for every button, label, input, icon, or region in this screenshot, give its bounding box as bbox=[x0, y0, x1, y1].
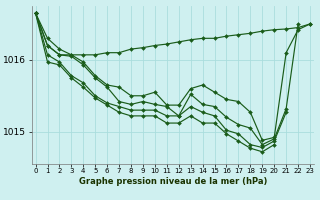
X-axis label: Graphe pression niveau de la mer (hPa): Graphe pression niveau de la mer (hPa) bbox=[79, 177, 267, 186]
